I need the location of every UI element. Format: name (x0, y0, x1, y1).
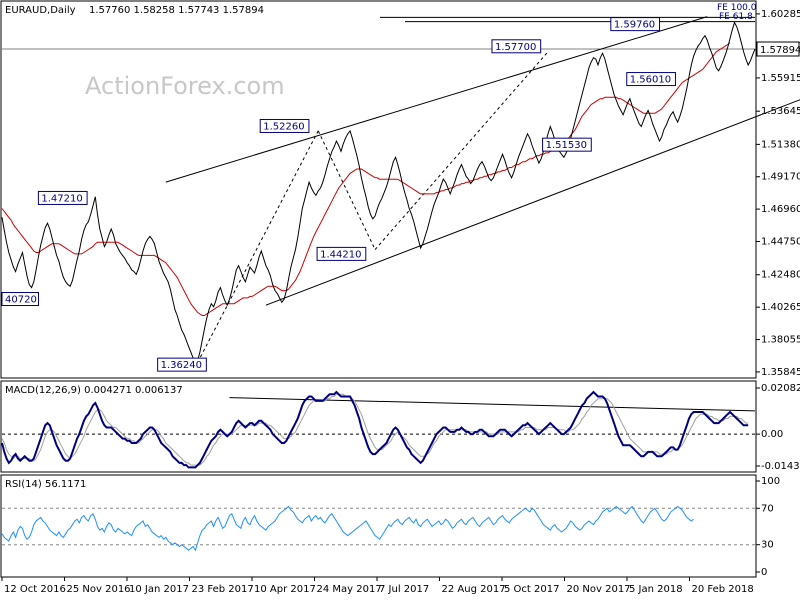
macd-ytick-label: -0.014386 (761, 461, 800, 472)
x-tick-label: 10 Jan 2017 (129, 584, 189, 595)
last-price-label: 1.57894 (760, 45, 800, 56)
fe-100-label: FE 100.0 (717, 3, 757, 13)
price-ytick-label: 1.53645 (761, 106, 800, 117)
chart-symbol: EURAUD,Daily (5, 5, 76, 16)
price-annotation-box (157, 357, 207, 372)
sma-line (1, 42, 731, 316)
wave-leg-1 (197, 130, 319, 363)
fe-618-label: FE 61.8 (719, 12, 753, 22)
macd-ytick-label: 0.020827 (761, 383, 800, 394)
price-ytick-label: 1.49170 (761, 172, 800, 183)
price-ytick-label: 1.35845 (761, 367, 800, 378)
watermark: ActionForex.com (85, 72, 285, 100)
rsi-ytick-label: 70 (761, 503, 774, 514)
price-ytick-label: 1.55915 (761, 73, 800, 84)
x-tick-label: 20 Feb 2018 (692, 584, 754, 595)
price-annotation-box (1, 292, 39, 307)
price-annotation-label: 1.47210 (41, 193, 82, 204)
macd-ytick-label: 0.00 (761, 429, 783, 440)
price-line (1, 21, 756, 365)
price-ytick-label: 1.42480 (761, 270, 800, 281)
x-tick-label: 7 Jul 2017 (379, 584, 429, 595)
price-annotation-box (542, 137, 592, 152)
channel-upper-line (165, 16, 708, 183)
last-price-box (756, 41, 800, 57)
price-annotation-label: 40720 (5, 295, 37, 306)
x-tick-label: 10 Apr 2017 (254, 584, 316, 595)
wave-leg-2 (317, 130, 376, 250)
channel-lower-line (265, 99, 800, 306)
x-tick-label: 5 Oct 2017 (504, 584, 559, 595)
price-annotation-box (610, 17, 661, 32)
price-annotation-label: 1.59760 (614, 20, 655, 31)
price-ytick-label: 1.46960 (761, 204, 800, 215)
macd-panel-label: MACD(12,26,9) 0.004271 0.006137 (5, 385, 183, 396)
macd-trendline (229, 397, 756, 412)
rsi-ytick-label: 30 (761, 540, 774, 551)
price-annotation-box (491, 39, 542, 54)
price-annotation-label: 1.44210 (320, 249, 361, 260)
price-annotation-label: 1.36240 (161, 360, 202, 371)
price-annotation-box (626, 72, 676, 87)
price-annotation-box (316, 246, 367, 261)
macd-panel-frame (0, 380, 757, 473)
rsi-ytick-label: 0 (761, 567, 767, 578)
x-tick-label: 12 Oct 2016 (4, 584, 66, 595)
price-annotation-label: 1.57700 (495, 42, 536, 53)
x-tick-label: 23 Feb 2017 (192, 584, 254, 595)
price-annotation-box (37, 190, 88, 205)
x-tick-label: 5 Jan 2018 (629, 584, 683, 595)
price-ytick-label: 1.40265 (761, 302, 800, 313)
price-annotation-label: 1.51530 (546, 140, 587, 151)
price-annotation-label: 1.56010 (630, 75, 671, 86)
x-tick-label: 24 May 2017 (317, 584, 382, 595)
wave-leg-3 (374, 51, 549, 250)
rsi-panel-frame (0, 474, 757, 578)
price-ytick-label: 1.51380 (761, 139, 800, 150)
price-panel-frame (0, 0, 757, 379)
macd-signal-line (1, 393, 749, 466)
rsi-panel-label: RSI(14) 56.1171 (5, 479, 86, 490)
x-tick-label: 25 Nov 2016 (67, 584, 131, 595)
rsi-line (1, 505, 694, 552)
price-ytick-label: 1.60285 (761, 9, 800, 20)
rsi-ytick-label: 100 (761, 476, 780, 487)
x-tick-label: 22 Aug 2017 (442, 584, 506, 595)
price-annotation-box (259, 118, 310, 133)
chart-ohlc: 1.57760 1.58258 1.57743 1.57894 (89, 5, 264, 16)
price-annotation-label: 1.52260 (263, 121, 304, 132)
x-tick-label: 20 Nov 2017 (567, 584, 631, 595)
macd-main-line (1, 390, 749, 469)
price-ytick-label: 1.44750 (761, 236, 800, 247)
price-ytick-label: 1.38055 (761, 335, 800, 346)
